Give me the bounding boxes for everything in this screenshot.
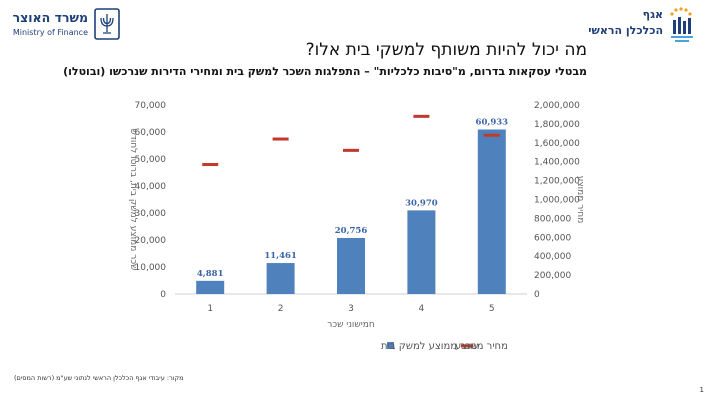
x-axis-title: חמישוני שכר [327,320,375,330]
salary-bar [266,263,295,294]
salary-bar [477,129,506,294]
category-label: 5 [489,304,495,314]
category-label: 4 [419,304,425,314]
price-markers [202,114,500,167]
right-tick-label: 1,400,000 [534,158,580,168]
ministry-of-finance-logo: משרד האוצר Ministry of Finance [12,8,120,42]
salary-data-label: 60,933 [476,117,509,127]
left-tick-label: 20,000 [135,236,167,246]
right-tick-label: 200,000 [534,271,571,281]
right-tick-label: 1,000,000 [534,196,580,206]
left-axis-ticks: 0 10,000 20,000 30,000 40,000 50,000 60,000 70,… [135,101,167,300]
chart-legend: שכר ממוצע למשק בית מחיר ממוצע [381,341,508,352]
legend-bar-swatch [387,342,394,349]
salary-data-label: 30,970 [405,198,438,208]
salary-data-label: 4,881 [197,269,224,279]
salary-data-label: 20,756 [335,226,368,236]
right-tick-label: 1,600,000 [534,139,580,149]
legend-marker-swatch [461,344,473,348]
chief-economist-emblem-icon [670,7,693,42]
right-axis-ticks: 0 200,000 400,000 600,000 800,000 1,000,000 1,… [534,101,580,300]
left-tick-label: 10,000 [135,263,167,273]
right-tick-label: 1,200,000 [534,177,580,187]
right-tick-label: 2,000,000 [534,101,580,111]
salary-data-labels: 4,881 11,461 20,756 30,970 60,933 [197,117,508,278]
price-marker [272,137,289,141]
salary-bar [337,237,365,294]
left-tick-label: 70,000 [135,101,167,111]
left-tick-label: 40,000 [135,182,167,192]
right-tick-label: 400,000 [534,252,571,262]
salary-bar [196,280,225,294]
right-tick-label: 1,800,000 [534,120,580,130]
category-label: 1 [207,304,213,314]
left-tick-label: 0 [160,290,166,300]
page-subtitle: מבטלי עסקאות בדרום, מ"סיבות כלכליות" – ה… [63,65,587,78]
ministry-name-english: Ministry of Finance [12,28,88,37]
left-tick-label: 30,000 [135,209,167,219]
left-axis-title: שכר ממוצע למשק בית, ברוטו לחודש [128,129,138,271]
right-tick-label: 600,000 [534,233,571,243]
dept-name-line2: הכלכלן הראשי [588,24,663,37]
price-marker [413,114,430,118]
price-marker [343,148,359,152]
salary-bar [407,210,436,294]
right-axis-title: מחיר ממוצע [575,176,585,224]
salary-bars [196,129,506,294]
page-title: מה יכול להיות משותף למשקי בית אלו? [305,40,587,60]
category-label: 3 [348,304,354,314]
left-tick-label: 60,000 [135,128,167,138]
menorah-emblem-icon [94,8,120,40]
dept-name-line1: אגף [642,8,663,21]
category-label: 2 [278,304,284,314]
x-axis-category-labels: 1 2 3 4 5 [207,304,494,314]
right-tick-label: 0 [534,290,540,300]
legend-marker-label: מחיר ממוצע [455,341,508,352]
price-marker [202,163,219,167]
right-tick-label: 800,000 [534,214,571,224]
page-number: 1 [699,386,704,394]
chief-economist-logo: אגף הכלכלן הראשי [587,6,697,46]
ministry-name-hebrew: משרד האוצר [12,10,88,25]
price-marker [483,133,500,137]
salary-data-label: 11,461 [264,251,297,261]
left-tick-label: 50,000 [135,155,167,165]
source-note: מקור: עיבודי אגף הכלכלן הראשי לנתוני שע"… [14,374,184,382]
legend-bar-label: שכר ממוצע למשק בית [381,341,478,352]
